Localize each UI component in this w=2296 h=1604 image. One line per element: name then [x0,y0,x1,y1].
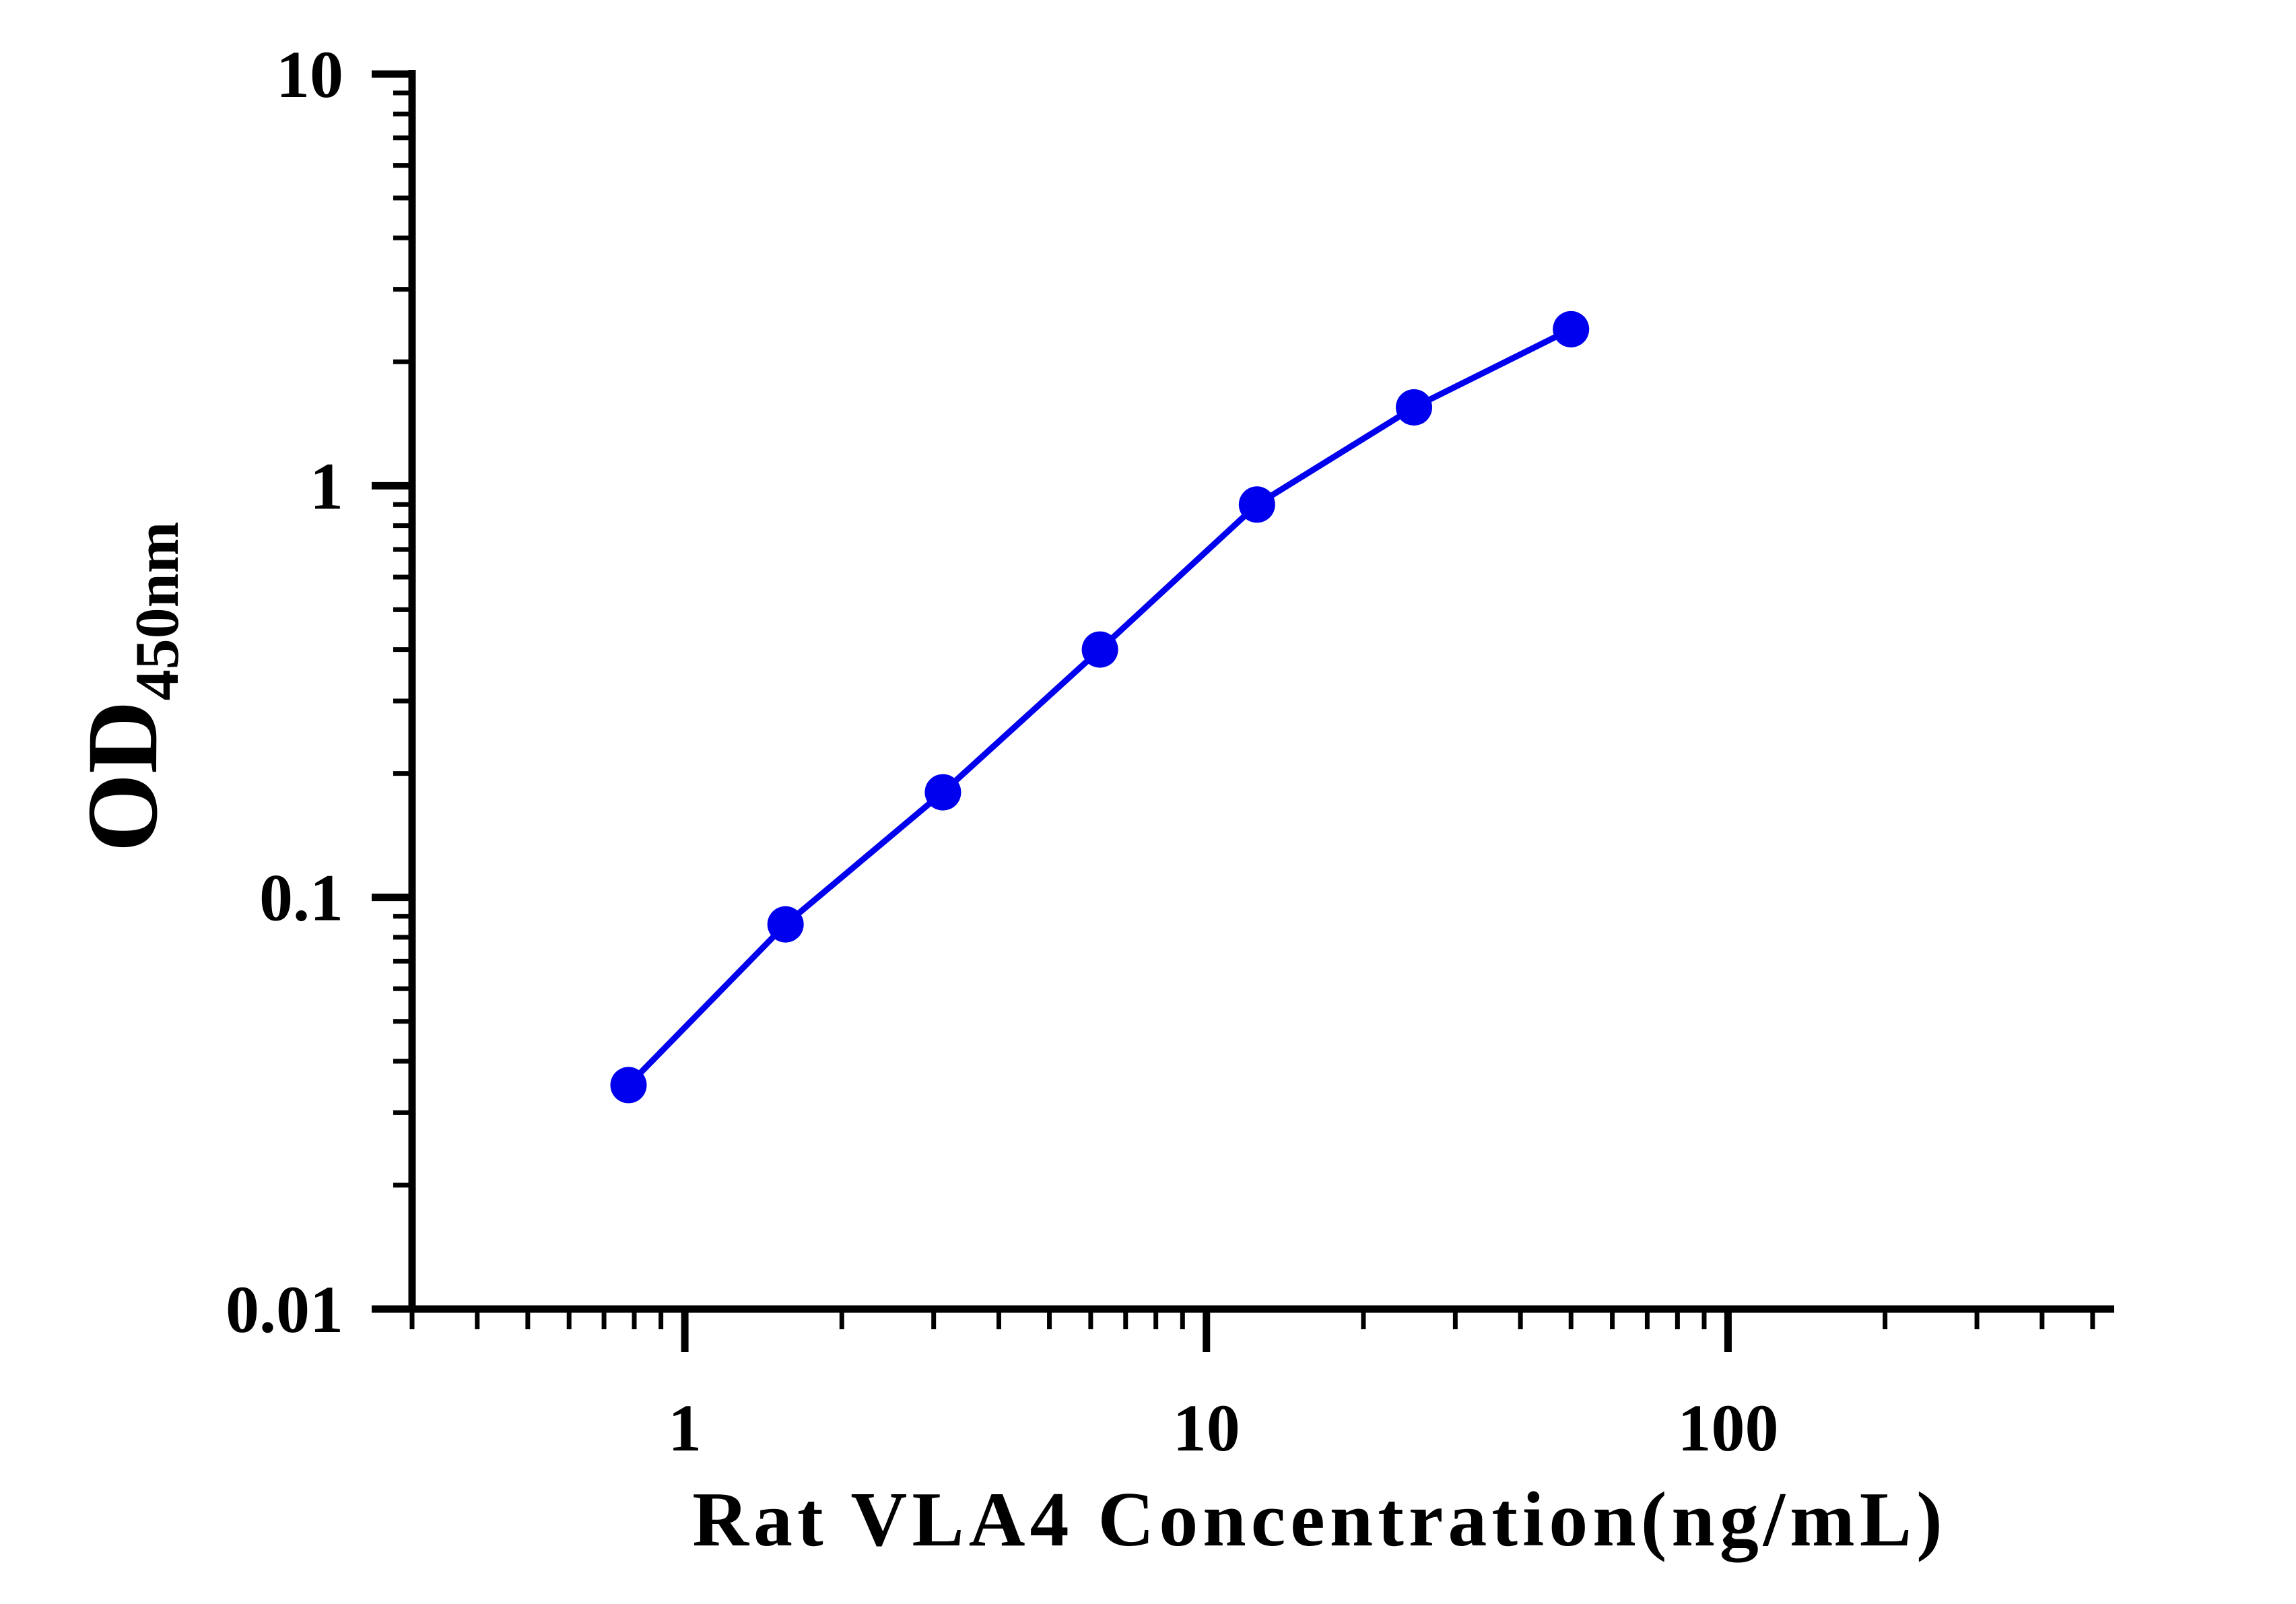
y-tick-label: 10 [276,37,343,112]
y-tick-label: 0.1 [259,861,343,935]
y-axis-title-subscript: 450nm [123,522,191,701]
ticks: 0.01 0.1 1 10 1 10 100 [226,37,2095,1465]
x-axis-title: Rat VLA4 Concentration(ng/mL) [692,1477,1947,1563]
x-tick-label: 1 [668,1391,702,1465]
x-tick-label: 100 [1677,1391,1778,1465]
data-point [924,774,961,811]
y-axis-title-main: OD [67,700,178,852]
series-line [626,326,1573,1088]
data-point [1238,486,1275,523]
y-tick-label: 0.01 [226,1272,343,1347]
x-tick-label: 10 [1173,1391,1240,1465]
data-point [610,1067,647,1104]
data-point [1081,631,1118,668]
data-point [1553,310,1590,347]
data-point [767,906,804,943]
series [610,310,1590,1104]
data-point [1396,389,1433,426]
axes [408,70,2114,1313]
y-tick-label: 1 [310,448,343,523]
y-axis-title: OD450nm [67,522,191,853]
